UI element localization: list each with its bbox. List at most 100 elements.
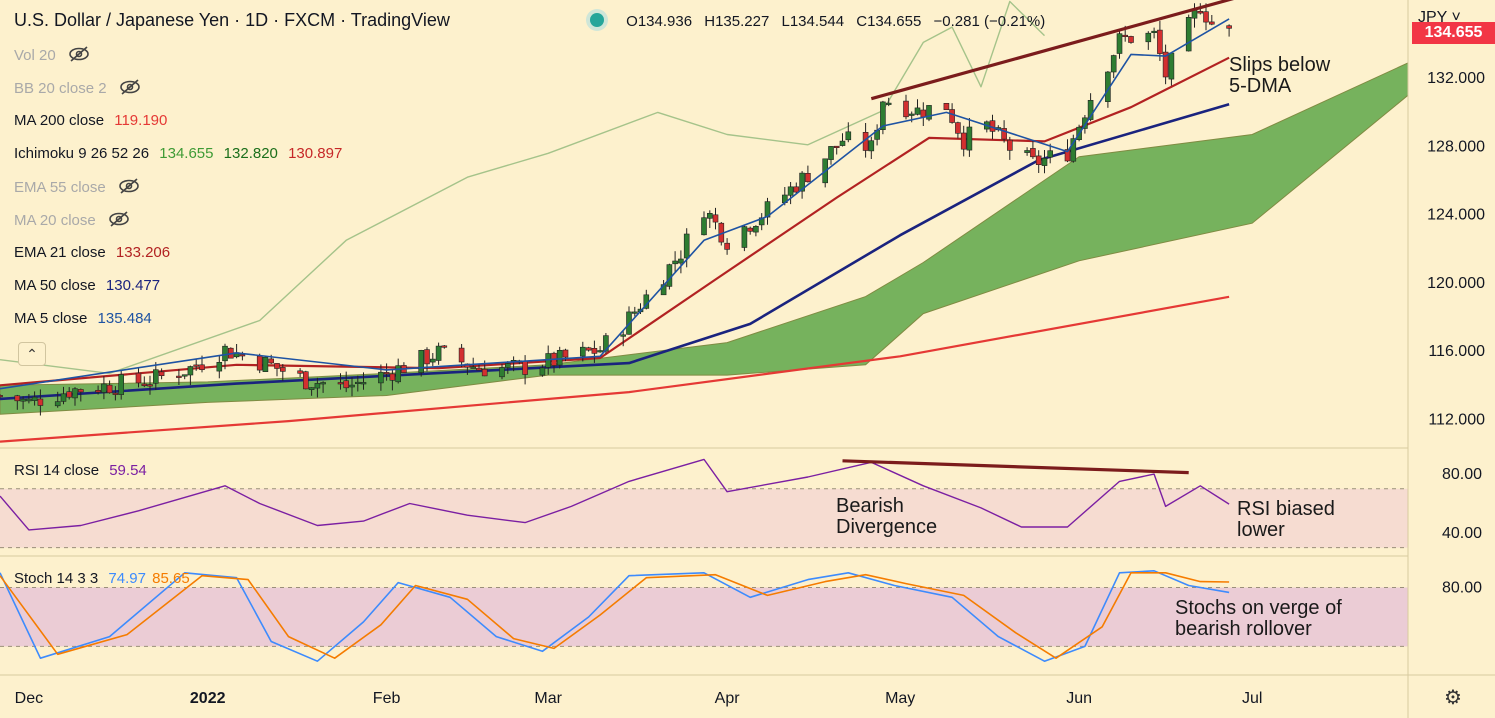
chevron-up-icon: ⌃ [26,346,38,362]
time-tick-label: 2022 [190,690,226,707]
eye-hidden-icon[interactable] [118,178,140,194]
legend-ema21-name: EMA 21 close [14,244,106,261]
candle-body [880,101,886,131]
candle-body [1035,155,1042,165]
eye-hidden-icon[interactable] [108,211,130,227]
candle-body [389,373,396,381]
candle-body [118,374,124,395]
candle-body [747,227,754,232]
candle-body [343,380,350,389]
candle-body [337,382,344,385]
candle-body [1047,150,1053,158]
legend-bb-name: BB 20 close 2 [14,80,107,97]
candle-body [1122,34,1128,38]
candle-body [435,345,442,361]
candle-body [95,389,101,393]
annotation-bearish-divergence: Bearish Divergence [836,496,937,538]
candle-body [885,102,892,105]
legend-ma5[interactable]: MA 5 close 135.484 [14,310,152,328]
candle-body [1087,100,1094,120]
candle-body [920,109,927,118]
legend-ma50[interactable]: MA 50 close 130.477 [14,277,160,295]
symbol-title[interactable]: U.S. Dollar / Japanese Yen · 1D · FXCM ·… [14,10,450,30]
candle-body [1157,29,1163,54]
rsi-divergence-line [842,459,1189,475]
candle-body [672,260,678,265]
candle-body [222,345,228,362]
ma5-line [0,18,1230,390]
time-tick-label: Feb [373,690,401,707]
candle-body [378,371,384,384]
gear-icon[interactable]: ⚙ [1444,687,1462,709]
legend-rsi[interactable]: RSI 14 close 59.54 [14,462,147,480]
candle-body [903,100,909,118]
candle-body [302,371,309,390]
currency-selector[interactable]: JPY ˅ [1418,9,1461,26]
candle-body [308,387,315,391]
candle-body [239,354,246,357]
collapse-legend-button[interactable]: ⌃ [18,342,46,366]
legend-vol[interactable]: Vol 20 [14,46,90,65]
candle-body [805,173,811,183]
price-tick-label: 112.000 [1428,411,1485,428]
eye-hidden-icon[interactable] [119,79,141,95]
candle-body [579,346,586,357]
open-label: O [626,13,638,30]
legend-ema55[interactable]: EMA 55 close [14,178,140,197]
rsi-band [0,488,1408,548]
candle-body [1145,32,1152,43]
candle-body [72,388,78,399]
candle-body [418,349,425,373]
rsi-line [0,458,1230,531]
candle-body [562,349,569,358]
legend-ma200[interactable]: MA 200 close 119.190 [14,112,167,130]
legend-ema21[interactable]: EMA 21 close 133.206 [14,244,170,262]
candle-body [383,372,390,375]
high-value: 135.227 [715,13,770,30]
candle-body [908,113,915,116]
close-label: C [856,13,868,30]
candle-body [799,172,805,192]
legend-ichimoku[interactable]: Ichimoku 9 26 52 26 134.655 132.820 130.… [14,145,342,163]
legend-ichimoku-v2: 132.820 [223,145,278,162]
ohlc-readout: O134.936 H135.227 L134.544 C134.655 −0.2… [590,13,1045,30]
candle-body [1151,30,1157,34]
time-tick-label: Apr [715,690,741,707]
annotation-rsi-line1: RSI biased [1237,498,1335,520]
change-value: −0.281 [933,13,980,30]
candle-body [176,375,182,378]
candle-body [926,105,932,120]
candle-body [0,394,3,398]
candle-body [1030,148,1036,158]
candle-body [585,347,592,351]
candle-body [141,383,148,387]
stoch-tick-label: 80.00 [1442,580,1482,597]
legend-ma20-name: MA 20 close [14,212,96,229]
candle-body [147,384,153,387]
legend-ma20[interactable]: MA 20 close [14,211,130,230]
legend-ma50-name: MA 50 close [14,277,96,294]
price-pane [0,0,1409,443]
change-percent: (−0.21%) [983,13,1046,30]
candle-body [833,145,840,148]
candle-body [1006,139,1013,151]
candle-body [724,242,730,250]
time-tick-label: Jul [1242,690,1262,707]
legend-ma50-value: 130.477 [105,277,161,294]
candle-body [1064,149,1071,162]
candle-body [360,382,367,385]
candle-body [955,122,961,134]
candle-body [268,358,275,364]
legend-ichimoku-v3: 130.897 [288,145,343,162]
candle-body [741,226,748,248]
candle-body [54,401,61,407]
candle-body [470,366,477,369]
candle-body [666,264,673,287]
candle-body [1168,52,1175,80]
legend-bb[interactable]: BB 20 close 2 [14,79,141,98]
legend-vol-name: Vol 20 [14,47,56,64]
eye-hidden-icon[interactable] [68,46,90,62]
legend-ema55-name: EMA 55 close [14,179,106,196]
legend-stoch[interactable]: Stoch 14 3 3 74.97 85.65 [14,570,190,588]
